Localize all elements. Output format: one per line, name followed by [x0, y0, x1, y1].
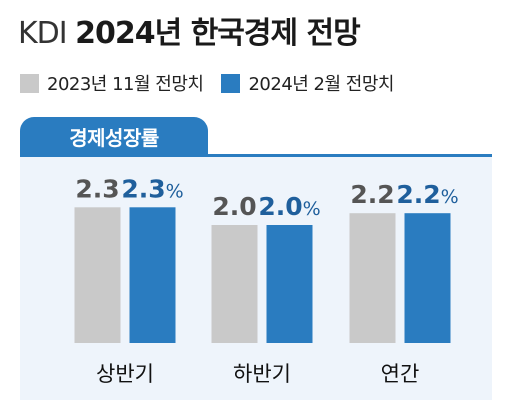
category-label-0: 상반기 — [96, 362, 154, 386]
bar-nov-1 — [211, 225, 258, 343]
title-main: 2024년 한국경제 전망 — [75, 16, 361, 51]
tab-underline — [20, 154, 492, 157]
legend-swatch-blue — [221, 73, 241, 93]
value-label-feb-0: 2.3% — [121, 174, 183, 203]
bar-feb-2 — [404, 213, 451, 343]
legend-label-feb: 2024년 2월 전망치 — [248, 74, 394, 95]
legend-item-feb: 2024년 2월 전망치 — [221, 70, 394, 96]
category-label-2: 연간 — [381, 362, 420, 386]
bar-feb-1 — [266, 225, 313, 343]
value-label-feb-1: 2.0% — [258, 192, 320, 221]
page-title: KDI 2024년 한국경제 전망 — [18, 14, 361, 54]
chart-tab: 경제성장률 — [20, 117, 208, 155]
legend-label-nov: 2023년 11월 전망치 — [47, 74, 204, 95]
bar-feb-0 — [129, 207, 176, 343]
value-label-nov-1: 2.0 — [212, 192, 256, 221]
bar-nov-0 — [74, 207, 121, 343]
title-prefix: KDI — [18, 16, 68, 51]
value-label-nov-0: 2.3 — [75, 174, 119, 203]
legend-item-nov: 2023년 11월 전망치 — [20, 70, 204, 96]
category-label-1: 하반기 — [233, 362, 291, 386]
value-label-feb-2: 2.2% — [396, 180, 458, 209]
legend: 2023년 11월 전망치 2024년 2월 전망치 — [20, 70, 412, 96]
bar-nov-2 — [349, 213, 396, 343]
legend-swatch-gray — [20, 73, 39, 93]
value-label-nov-2: 2.2 — [350, 180, 394, 209]
